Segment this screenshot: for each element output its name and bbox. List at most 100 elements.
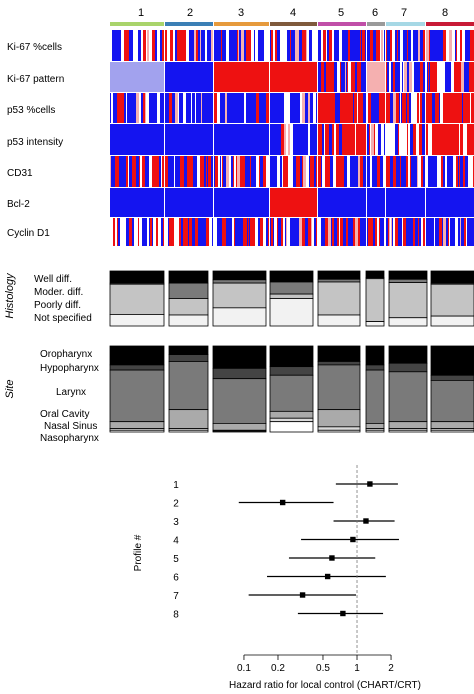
heatmap-stripe <box>165 218 168 246</box>
heatmap-row-label-ki67-pattern: Ki-67 pattern <box>7 74 64 85</box>
heatmap-stripe <box>454 124 457 155</box>
heatmap-stripe <box>180 30 183 61</box>
heatmap-stripe <box>191 93 192 123</box>
heatmap-stripe <box>326 124 329 155</box>
heatmap-stripe <box>427 93 429 123</box>
heatmap-stripe <box>430 62 431 92</box>
heatmap-stripe <box>263 218 266 246</box>
heatmap-stripe <box>358 218 360 246</box>
heatmap-stripe <box>233 156 234 187</box>
heatmap-stripe <box>211 30 213 61</box>
heatmap-stripe <box>334 93 335 123</box>
heatmap-stripe <box>284 30 287 61</box>
heatmap-stripe <box>437 62 440 92</box>
heatmap-stripe <box>386 93 389 123</box>
heatmap-stripe <box>318 124 319 155</box>
heatmap-stripe <box>271 218 273 246</box>
heatmap-stripe <box>470 156 473 187</box>
heatmap-stripe <box>453 156 456 187</box>
heatmap-cell <box>110 188 164 217</box>
heatmap-stripe <box>472 124 473 155</box>
heatmap-cell <box>110 62 164 92</box>
heatmap-stripe <box>386 30 387 61</box>
heatmap-row-label-p53-cells: p53 %cells <box>7 105 55 116</box>
heatmap-stripe <box>156 218 158 246</box>
heatmap-stripe <box>346 218 348 246</box>
heatmap-stripe <box>424 124 425 155</box>
heatmap-stripe <box>403 218 406 246</box>
heatmap-stripe <box>442 124 445 155</box>
heatmap-row-label-bcl2: Bcl-2 <box>7 199 30 210</box>
heatmap-stripe <box>403 62 404 92</box>
heatmap-stripe <box>194 30 196 61</box>
heatmap-stripe <box>409 156 410 187</box>
heatmap-stripe <box>131 218 132 246</box>
site-label-oropharynx: Oropharynx <box>40 349 92 360</box>
heatmap-cell <box>214 62 269 92</box>
histology-cell <box>168 270 209 284</box>
heatmap-stripe <box>440 62 441 92</box>
histology-cell <box>109 314 165 327</box>
heatmap-stripe <box>303 156 306 187</box>
heatmap-stripe <box>386 156 387 187</box>
heatmap-stripe <box>383 30 384 61</box>
heatmap-stripe <box>452 30 455 61</box>
heatmap-stripe <box>296 156 298 187</box>
heatmap-stripe <box>407 30 408 61</box>
heatmap-stripe <box>113 218 115 246</box>
heatmap-stripe <box>307 30 309 61</box>
heatmap-stripe <box>470 124 471 155</box>
heatmap-stripe <box>150 218 151 246</box>
heatmap-stripe <box>434 62 437 92</box>
profile-color-bars <box>110 22 474 26</box>
heatmap-stripe <box>380 30 381 61</box>
heatmap-stripe <box>201 93 202 123</box>
heatmap-stripe <box>179 218 181 246</box>
heatmap-stripe <box>375 124 378 155</box>
histology-label-not-specified: Not specified <box>34 313 92 324</box>
heatmap-stripe <box>214 218 216 246</box>
heatmap-stripe <box>186 30 189 61</box>
heatmap-stripe <box>187 218 188 246</box>
heatmap-stripe <box>439 124 442 155</box>
heatmap-stripe <box>165 30 167 61</box>
heatmap-stripe <box>266 156 269 187</box>
heatmap-stripe <box>273 30 275 61</box>
forest-plot: Profile # 1 2 3 4 5 6 7 8 0.1 0.2 0.5 1 2 Hazard ra… <box>133 465 421 691</box>
heatmap-stripe <box>395 124 398 155</box>
heatmap-stripe <box>457 124 459 155</box>
heatmap-stripe <box>313 93 316 123</box>
heatmap-stripe <box>398 124 399 155</box>
heatmap-stripe <box>327 156 330 187</box>
heatmap-stripe <box>141 30 143 61</box>
heatmap-stripe <box>170 30 173 61</box>
heatmap-stripe <box>302 156 303 187</box>
heatmap-stripe <box>147 30 149 61</box>
heatmap-stripe <box>381 124 384 155</box>
heatmap-cell <box>367 156 385 187</box>
heatmap-stripe <box>400 156 401 187</box>
heatmap-stripe <box>460 124 463 155</box>
heatmap-stripe <box>318 156 321 187</box>
histology-cell <box>212 282 267 309</box>
heatmap-stripe <box>238 30 239 61</box>
heatmap-stripe <box>353 124 355 155</box>
heatmap-row-ki67-cells <box>110 30 474 61</box>
forest-row-2: 2 <box>173 499 334 510</box>
heatmap-stripe <box>290 30 291 61</box>
heatmap-stripe <box>132 156 135 187</box>
heatmap-stripe <box>283 30 284 61</box>
histology-cell <box>317 278 361 283</box>
heatmap-stripe <box>457 156 458 187</box>
site-cell <box>365 345 385 366</box>
heatmap-stripe <box>249 30 251 61</box>
heatmap-stripe <box>413 124 416 155</box>
heatmap-stripe <box>214 93 217 123</box>
heatmap-stripe <box>389 93 390 123</box>
heatmap-stripe <box>283 218 285 246</box>
heatmap-stripe <box>146 93 149 123</box>
heatmap-stripe <box>301 93 302 123</box>
heatmap-cell <box>386 124 425 155</box>
heatmap-stripe <box>319 124 320 155</box>
heatmap-stripe <box>428 62 429 92</box>
